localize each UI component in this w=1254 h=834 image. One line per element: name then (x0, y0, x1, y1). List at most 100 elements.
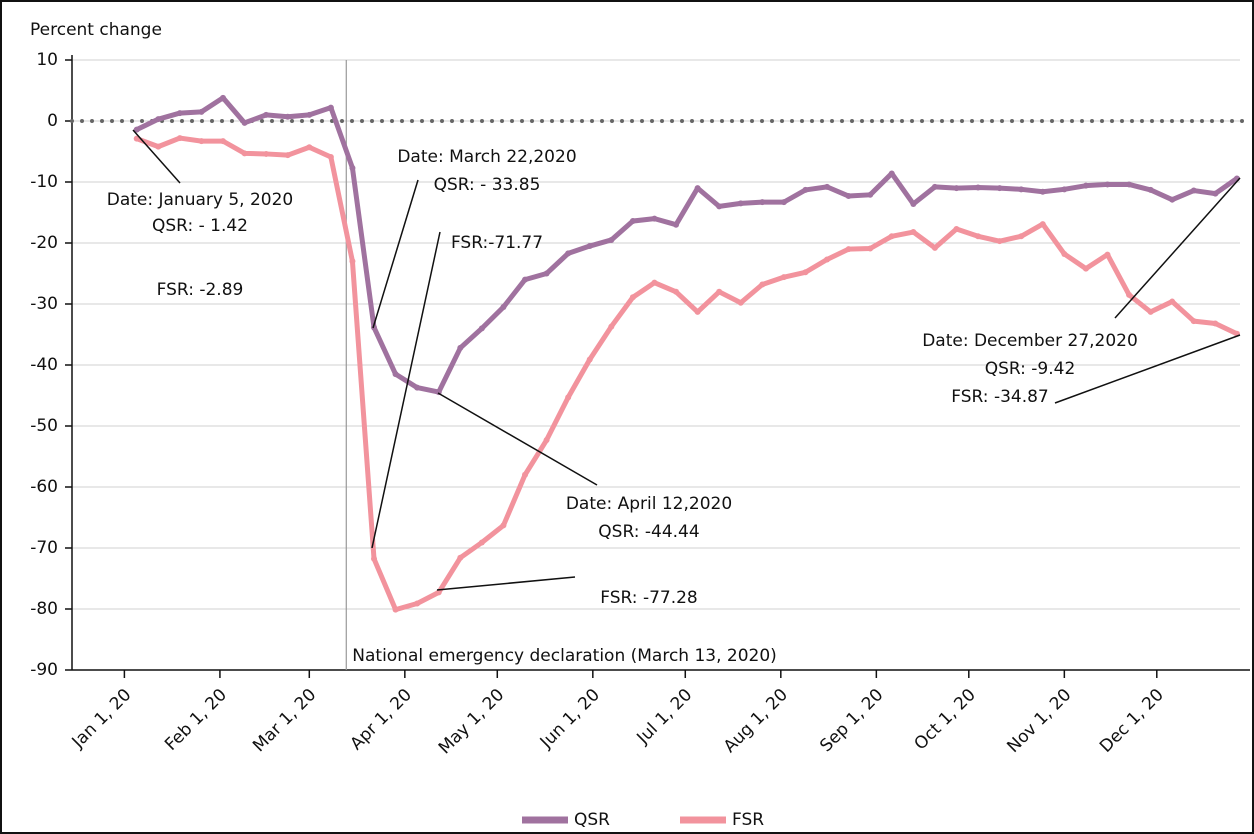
point (565, 250, 572, 257)
point (349, 258, 356, 265)
point (241, 119, 248, 126)
point (1018, 186, 1025, 193)
y-tick-label: -30 (30, 294, 58, 314)
point (845, 246, 852, 253)
point (220, 138, 227, 145)
annotation: FSR: -2.89 (157, 280, 244, 300)
point (133, 126, 140, 133)
point (1126, 181, 1133, 188)
leader-line (437, 392, 598, 486)
point (694, 308, 701, 315)
point (176, 135, 183, 142)
point (629, 218, 636, 225)
point (349, 164, 356, 171)
point (759, 199, 766, 206)
annotation: FSR: -77.28 (600, 588, 698, 608)
series-line (135, 135, 1238, 613)
point (263, 111, 270, 118)
point (867, 245, 874, 252)
point (586, 243, 593, 250)
leader-line (436, 576, 576, 591)
point (867, 191, 874, 198)
point (543, 270, 550, 277)
point (1147, 308, 1154, 315)
point (824, 183, 831, 190)
point (608, 323, 615, 330)
point (888, 170, 895, 177)
annotation: FSR: -34.87 (951, 387, 1049, 407)
point (780, 274, 787, 281)
point (975, 233, 982, 240)
annotation: Date: December 27,2020 (922, 331, 1138, 351)
annotation: Date: March 22,2020 (397, 147, 576, 167)
point (1061, 186, 1068, 193)
point (478, 539, 485, 546)
point (392, 371, 399, 378)
annotation: FSR:-71.77 (451, 233, 543, 253)
y-tick-label: -40 (30, 355, 58, 375)
point (155, 116, 162, 123)
point (1169, 298, 1176, 305)
point (694, 185, 701, 192)
leader-line (1054, 334, 1241, 404)
point (931, 183, 938, 190)
point (500, 522, 507, 529)
y-tick-label: -20 (30, 233, 58, 253)
annotation: QSR: -9.42 (985, 359, 1076, 379)
point (651, 279, 658, 286)
point (327, 153, 334, 160)
point (284, 113, 291, 120)
y-tick-label: 0 (47, 111, 58, 131)
point (1147, 186, 1154, 193)
point (392, 606, 399, 613)
point (737, 200, 744, 207)
point (457, 344, 464, 351)
point (1039, 221, 1046, 228)
point (608, 236, 615, 243)
point (931, 244, 938, 251)
point (565, 394, 572, 401)
point (953, 185, 960, 192)
point (306, 111, 313, 118)
legend-label: QSR (574, 810, 610, 830)
y-tick-label: -10 (30, 172, 58, 192)
point (198, 138, 205, 145)
point (888, 233, 895, 240)
point (716, 203, 723, 210)
point (133, 135, 140, 142)
y-tick-label: -50 (30, 416, 58, 436)
point (371, 324, 378, 331)
point (263, 150, 270, 157)
point (220, 94, 227, 101)
point (586, 356, 593, 363)
point (759, 281, 766, 288)
point (1061, 250, 1068, 257)
point (371, 555, 378, 562)
annotation: Date: January 5, 2020 (107, 190, 294, 210)
point (522, 471, 529, 478)
y-tick-label: -60 (30, 477, 58, 497)
point (1082, 182, 1089, 189)
annotation: Date: April 12,2020 (566, 494, 732, 514)
leader-line (132, 129, 181, 184)
point (414, 600, 421, 607)
point (673, 221, 680, 228)
leader-line (372, 179, 419, 329)
leader-line (1114, 177, 1241, 319)
point (780, 199, 787, 206)
point (1104, 181, 1111, 188)
point (1018, 233, 1025, 240)
point (284, 152, 291, 159)
y-tick-label: -90 (30, 660, 58, 680)
point (1104, 251, 1111, 258)
point (155, 143, 162, 150)
point (629, 294, 636, 301)
point (737, 299, 744, 306)
point (176, 110, 183, 117)
point (651, 215, 658, 222)
point (996, 185, 1003, 192)
point (910, 200, 917, 207)
y-tick-label: -80 (30, 599, 58, 619)
annotation: QSR: -44.44 (598, 522, 699, 542)
